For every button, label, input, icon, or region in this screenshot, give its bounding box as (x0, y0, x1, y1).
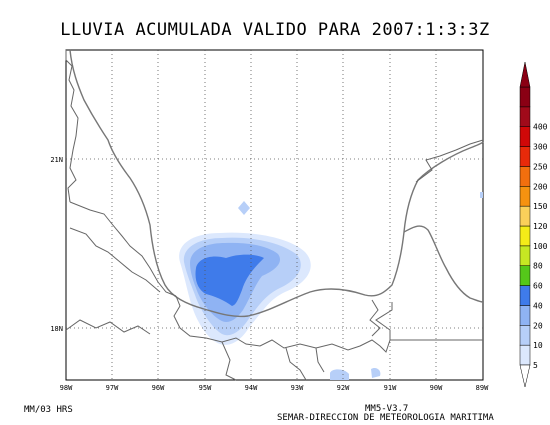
colorbar-label: 20 (533, 321, 543, 330)
lon-label: 91W (384, 384, 397, 392)
colorbar: 5 10 20 40 60 80 100 120 150 200 250 300 400 (519, 61, 548, 388)
longitude-labels: 98W 97W 96W 95W 94W 93W 92W 91W 90W 89W (60, 384, 489, 392)
colorbar-label: 300 (533, 143, 548, 152)
rain-spot-small (238, 201, 250, 215)
colorbar-swatch (519, 225, 531, 247)
precipitation-field (179, 201, 381, 380)
colorbar-label: 60 (533, 282, 543, 291)
colorbar-swatch (519, 325, 531, 346)
colorbar-swatch (519, 186, 531, 207)
footer-agency: SEMAR-DIRECCION DE METEOROLOGIA MARITIMA (277, 413, 494, 423)
lat-lon-grid (66, 50, 483, 380)
lon-label: 98W (60, 384, 73, 392)
colorbar-label: 10 (533, 341, 543, 350)
lon-label: 93W (291, 384, 304, 392)
lon-label: 97W (106, 384, 119, 392)
colorbar-swatch (519, 146, 531, 167)
colorbar-label: 150 (533, 202, 548, 211)
colorbar-label: 400 (533, 123, 548, 132)
colorbar-bottom-arrow (519, 364, 531, 388)
rain-contour-40 (195, 254, 264, 306)
colorbar-label: 120 (533, 222, 548, 231)
rain-spot-southeast (330, 369, 349, 380)
coastline (69, 49, 484, 318)
map-title: LLUVIA ACUMULADA VALIDO PARA 2007:1:3:3Z (60, 20, 490, 40)
lon-label: 92W (337, 384, 350, 392)
colorbar-swatch (519, 205, 531, 227)
colorbar-swatch (519, 265, 531, 286)
colorbar-label: 250 (533, 162, 548, 171)
colorbar-label: 80 (533, 262, 543, 271)
footer-model: MM5-V3.7 (365, 404, 409, 414)
footer-interval: MM/03 HRS (24, 405, 73, 415)
colorbar-label: 200 (533, 182, 548, 191)
colorbar-swatch (519, 305, 531, 326)
island-marker (480, 192, 483, 198)
colorbar-swatch (519, 245, 531, 266)
latitude-labels: 21N 18N (50, 156, 63, 333)
state-borders (65, 50, 484, 381)
rain-spot-east (371, 367, 381, 378)
map-frame (65, 49, 484, 381)
lon-label: 89W (476, 384, 489, 392)
lon-label: 94W (245, 384, 258, 392)
colorbar-top-arrow (519, 61, 531, 88)
colorbar-label: 100 (533, 242, 548, 251)
colorbar-swatch (519, 126, 531, 147)
lon-label: 95W (199, 384, 212, 392)
colorbar-swatch (519, 285, 531, 306)
lon-label: 96W (152, 384, 165, 392)
colorbar-swatch (519, 166, 531, 187)
lon-label: 90W (430, 384, 443, 392)
colorbar-label: 40 (533, 301, 543, 310)
colorbar-swatch (519, 86, 531, 108)
colorbar-label: 5 (533, 361, 538, 370)
lat-label: 21N (50, 156, 63, 164)
colorbar-swatch (519, 344, 531, 366)
lat-label: 18N (50, 325, 63, 333)
colorbar-swatch (519, 106, 531, 127)
